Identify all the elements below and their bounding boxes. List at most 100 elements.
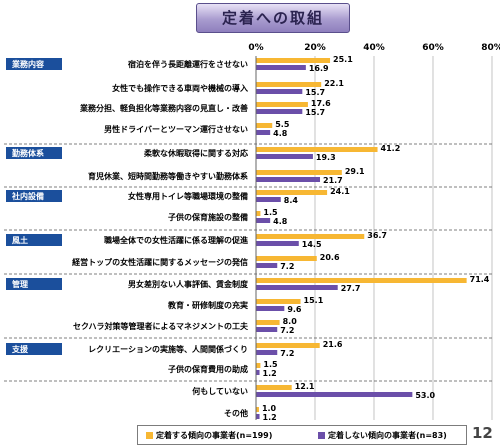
bar-series1 [256,123,273,128]
category-tag [6,58,62,70]
bar-series2 [256,370,260,375]
value-label-series2: 4.8 [273,217,288,226]
page-title: 定着への取組 [196,3,350,33]
value-label-series1: 22.1 [324,79,344,88]
value-label-series2: 9.6 [287,305,302,314]
bar-series2 [256,263,278,268]
item-label: 男性ドライバーとツーマン運行させない [104,124,248,134]
value-label-series2: 8.4 [284,196,299,205]
bar-series2 [256,65,306,70]
x-tick-label: 0% [248,43,263,53]
bar-series1 [256,211,261,216]
value-label-series2: 4.8 [273,129,288,138]
bar-series2 [256,285,338,290]
legend-swatch-series1 [146,432,153,439]
legend-item-series2: 定着しない傾向の事業者(n=83) [318,430,447,441]
bar-series1 [256,299,301,304]
bar-series1 [256,147,378,152]
item-label: レクリエーションの実施等、人間関係づくり [88,344,248,354]
category-tag-label: 支援 [11,344,29,354]
x-tick-label: 80% [481,43,500,53]
bar-series1 [256,170,342,175]
bar-series1 [256,363,261,368]
item-label: 何もしていない [192,386,248,396]
category-tag [6,190,62,202]
category-tag-label: 社内設備 [11,191,44,201]
value-label-series1: 12.1 [295,382,315,391]
item-label: 職場全体での女性活躍に係る理解の促進 [104,235,248,245]
legend-item-series1: 定着する傾向の事業者(n=199) [146,430,272,441]
bar-series2 [256,327,278,332]
value-label-series2: 1.2 [263,369,277,378]
bar-series2 [256,109,303,114]
bar-series1 [256,102,308,107]
category-tag-label: 勤務体系 [12,148,44,158]
item-label: 女性専用トイレ等職場環境の整備 [128,191,248,201]
value-label-series2: 19.3 [316,153,336,162]
value-label-series1: 20.6 [320,253,340,262]
bar-series1 [256,256,317,261]
x-tick-label: 40% [363,43,385,53]
value-label-series1: 17.6 [311,99,331,108]
category-tag-label: 管理 [12,279,28,289]
value-label-series1: 15.1 [304,296,324,305]
x-tick-label: 20% [304,43,326,53]
item-label: 宿泊を伴う長距離運行をさせない [128,59,248,69]
value-label-series1: 25.1 [333,55,353,64]
item-label: 業務分担、軽負担化等業務内容の見直し・改善 [79,103,248,113]
item-label: 教育・研修制度の充実 [167,300,248,310]
value-label-series2: 27.7 [341,284,361,293]
item-label: 子供の保育施設の整備 [168,212,248,222]
page-number: 12 [472,424,493,442]
value-label-series1: 24.1 [330,187,350,196]
item-label: 男女差別ない人事評価、賃金制度 [128,279,249,289]
bar-series1 [256,278,467,283]
bar-series1 [256,343,320,348]
bar-series1 [256,82,322,87]
value-label-series1: 36.7 [367,231,387,240]
x-tick-label: 60% [422,43,444,53]
item-label: 女性でも操作できる車両や機械の導入 [112,83,248,93]
value-label-series2: 1.2 [263,413,277,422]
category-tag [6,147,62,159]
item-label: セクハラ対策等管理者によるマネジメントの工夫 [73,321,249,331]
bar-series1 [256,58,331,63]
item-label: 育児休業、短時間勤務等働きやすい勤務体系 [88,171,248,181]
bar-series2 [256,350,278,355]
value-label-series2: 15.7 [305,108,325,117]
category-tag-label: 業務内容 [11,59,44,69]
value-label-series2: 16.9 [309,64,329,73]
bar-series1 [256,190,328,195]
bar-series1 [256,320,280,325]
value-label-series1: 1.5 [263,360,278,369]
bar-series1 [256,385,292,390]
bar-series2 [256,177,321,182]
value-label-series1: 21.6 [323,340,343,349]
bar-series2 [256,154,313,159]
bar-series2 [256,89,303,94]
value-label-series1: 29.1 [345,167,365,176]
item-label: その他 [224,408,248,418]
category-tag [6,234,62,246]
bar-series2 [256,197,281,202]
bar-series2 [256,414,260,419]
bar-series2 [256,218,271,223]
legend-swatch-series2 [318,432,325,439]
bar-series2 [256,241,299,246]
category-tag [6,278,62,290]
value-label-series1: 1.5 [263,208,278,217]
value-label-series1: 1.0 [262,404,277,413]
category-tag [6,343,62,355]
bar-series2 [256,130,271,135]
bar-series2 [256,306,285,311]
category-tag-label: 風土 [12,235,28,245]
legend-label-series1: 定着する傾向の事業者(n=199) [156,431,273,440]
value-label-series2: 7.2 [280,326,294,335]
value-label-series2: 53.0 [415,391,435,400]
value-label-series2: 21.7 [323,176,343,185]
value-label-series1: 8.0 [283,317,298,326]
value-label-series1: 71.4 [470,275,490,284]
item-label: 子供の保育費用の助成 [168,364,248,374]
bar-series1 [256,407,259,412]
